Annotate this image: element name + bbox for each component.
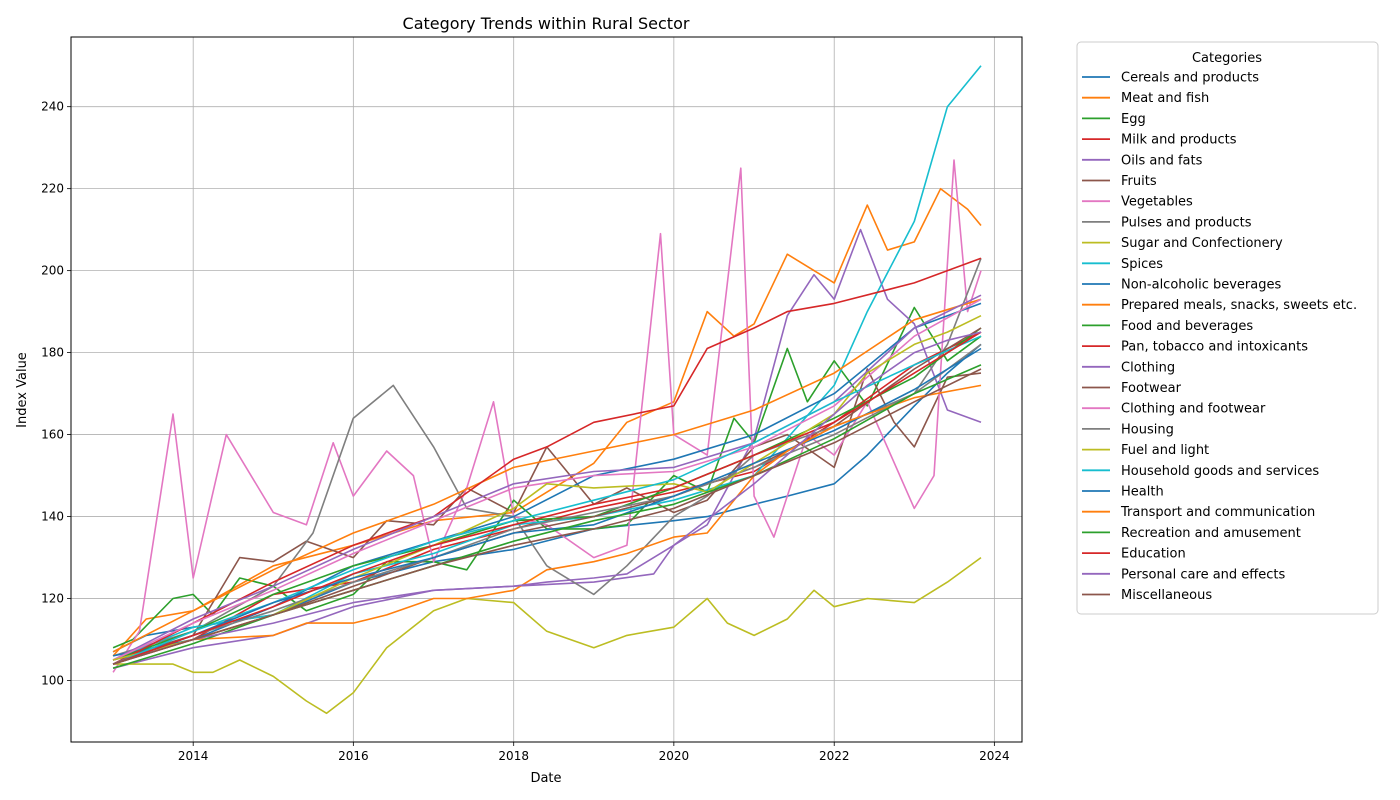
x-tick-label: 2020 [659, 749, 690, 763]
series-line [112, 294, 982, 661]
legend-label: Meat and fish [1121, 91, 1209, 106]
legend-title: Categories [1192, 51, 1262, 66]
series-line [113, 556, 982, 715]
x-axis: 2014 2016 2018 2020 2022 2024 [178, 742, 1010, 763]
legend-item: Personal care and effects [1082, 567, 1285, 582]
legend-items: Cereals and products Meat and fish Egg Milk… [1082, 71, 1357, 603]
legend-label: Spices [1121, 257, 1163, 272]
y-tick-label: 100 [41, 674, 64, 688]
legend-item: Spices [1082, 257, 1163, 272]
legend-label: Recreation and amusement [1121, 526, 1301, 541]
series-line [112, 159, 982, 673]
legend-label: Prepared meals, snacks, sweets etc. [1121, 298, 1357, 313]
legend-label: Non-alcoholic beverages [1121, 278, 1281, 293]
legend-item: Footwear [1082, 381, 1182, 396]
legend-label: Cereals and products [1121, 71, 1259, 86]
legend: Categories Cereals and products Meat and … [1076, 41, 1379, 615]
plot-frame [70, 36, 1023, 743]
legend-item: Education [1082, 547, 1186, 562]
y-tick-label: 200 [41, 264, 64, 278]
series-line [112, 298, 982, 661]
legend-item: Meat and fish [1082, 91, 1209, 106]
y-tick-label: 220 [41, 182, 64, 196]
legend-label: Egg [1121, 112, 1146, 127]
legend-item: Fruits [1082, 174, 1157, 189]
legend-item: Fuel and light [1082, 443, 1209, 458]
series-line [112, 343, 982, 665]
series-line [112, 228, 982, 669]
legend-label: Clothing and footwear [1121, 402, 1266, 417]
grid-lines [71, 37, 1022, 742]
legend-item: Health [1082, 485, 1164, 500]
legend-item: Sugar and Confectionery [1082, 236, 1283, 251]
y-tick-label: 120 [41, 592, 64, 606]
legend-item: Housing [1082, 422, 1174, 437]
series-line [112, 314, 982, 661]
legend-label: Transport and communication [1120, 505, 1315, 520]
legend-label: Sugar and Confectionery [1121, 236, 1283, 251]
legend-item: Recreation and amusement [1082, 526, 1301, 541]
legend-item: Clothing [1082, 360, 1175, 375]
series-line [112, 347, 982, 665]
series-line [112, 327, 982, 661]
series-line [112, 384, 982, 665]
legend-label: Household goods and services [1121, 464, 1319, 479]
legend-label: Housing [1121, 422, 1174, 437]
legend-label: Pulses and products [1121, 215, 1252, 230]
legend-label: Vegetables [1121, 195, 1193, 210]
y-axis: 100 120 140 160 180 200 220 240 [41, 100, 71, 688]
legend-item: Oils and fats [1082, 153, 1203, 168]
legend-label: Footwear [1121, 381, 1182, 396]
x-axis-label: Date [530, 771, 561, 786]
legend-label: Food and beverages [1121, 319, 1253, 334]
legend-box [1076, 41, 1379, 615]
series-line [112, 187, 982, 657]
legend-item: Cereals and products [1082, 71, 1259, 86]
series-line [112, 331, 982, 665]
legend-item: Pulses and products [1082, 215, 1252, 230]
y-tick-label: 240 [41, 100, 64, 114]
series-line [112, 257, 982, 665]
x-tick-label: 2024 [979, 749, 1010, 763]
legend-label: Milk and products [1121, 133, 1237, 148]
legend-label: Miscellaneous [1121, 588, 1212, 603]
legend-item: Pan, tobacco and intoxicants [1082, 340, 1308, 355]
x-tick-label: 2022 [819, 749, 850, 763]
legend-item: Household goods and services [1082, 464, 1319, 479]
y-tick-label: 180 [41, 346, 64, 360]
x-tick-label: 2018 [498, 749, 529, 763]
legend-label: Education [1121, 547, 1186, 562]
legend-item: Food and beverages [1082, 319, 1253, 334]
series-line [112, 331, 982, 665]
series-line [112, 298, 982, 653]
y-tick-label: 160 [41, 428, 64, 442]
legend-item: Egg [1082, 112, 1146, 127]
legend-label: Clothing [1121, 360, 1175, 375]
legend-label: Fuel and light [1121, 443, 1209, 458]
legend-item: Milk and products [1082, 133, 1237, 148]
x-tick-label: 2014 [178, 749, 209, 763]
y-axis-label: Index Value [15, 352, 30, 428]
chart-title: Category Trends within Rural Sector [403, 14, 690, 33]
series-lines [112, 65, 982, 715]
legend-label: Fruits [1121, 174, 1157, 189]
legend-item: Prepared meals, snacks, sweets etc. [1082, 298, 1357, 313]
legend-label: Pan, tobacco and intoxicants [1121, 340, 1308, 355]
y-tick-label: 140 [41, 510, 64, 524]
legend-label: Personal care and effects [1121, 567, 1285, 582]
series-line [112, 368, 982, 665]
legend-item: Non-alcoholic beverages [1082, 278, 1281, 293]
legend-item: Vegetables [1082, 195, 1193, 210]
legend-item: Miscellaneous [1082, 588, 1212, 603]
legend-item: Clothing and footwear [1082, 402, 1266, 417]
x-tick-label: 2016 [338, 749, 369, 763]
legend-label: Oils and fats [1121, 153, 1203, 168]
legend-item: Transport and communication [1082, 505, 1315, 520]
legend-label: Health [1121, 485, 1164, 500]
